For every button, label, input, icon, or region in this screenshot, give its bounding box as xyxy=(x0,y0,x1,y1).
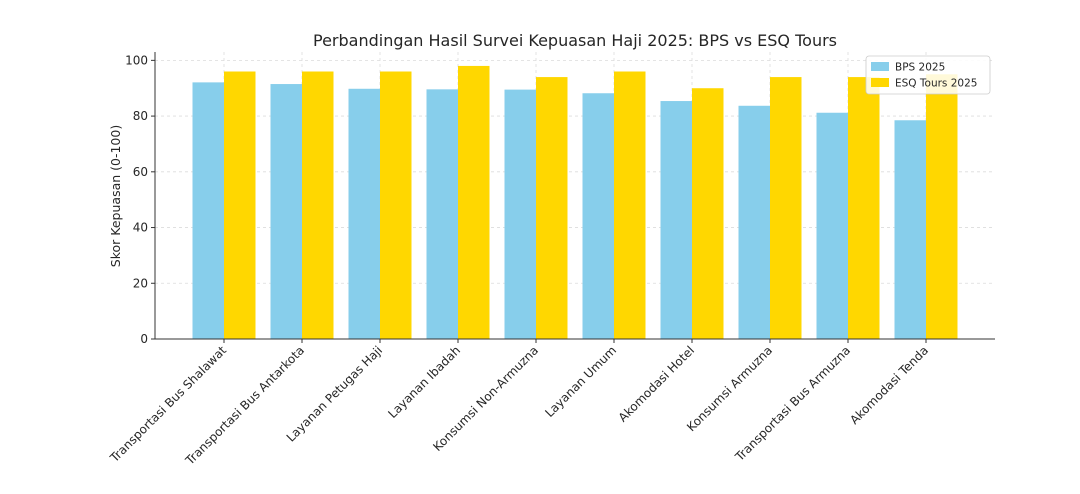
bar-bps-8 xyxy=(816,112,848,340)
bar-bps-1 xyxy=(270,84,302,339)
axes xyxy=(154,52,995,340)
x-tick-label: Akomodasi Hotel xyxy=(616,343,698,425)
bar-esq-7 xyxy=(770,77,802,339)
bar-bps-3 xyxy=(426,89,458,340)
y-tick-label: 20 xyxy=(133,276,148,290)
y-tick-label: 80 xyxy=(133,109,148,123)
bar-esq-5 xyxy=(614,71,646,339)
legend-box xyxy=(865,55,991,95)
bar-esq-9 xyxy=(926,74,958,339)
bar-bps-7 xyxy=(738,105,770,339)
bar-bps-2 xyxy=(348,88,380,340)
bar-esq-2 xyxy=(380,71,412,339)
bar-bps-5 xyxy=(582,93,614,340)
bar-bps-0 xyxy=(192,82,224,340)
x-tick-label: Layanan Umum xyxy=(542,343,619,420)
y-tick-label: 0 xyxy=(140,332,148,346)
y-axis-ticks: 0 20 40 60 80 100 xyxy=(125,53,155,346)
y-tick-label: 60 xyxy=(133,165,148,179)
x-tick-label: Akomodasi Tenda xyxy=(847,343,931,427)
bars xyxy=(192,65,958,340)
bar-esq-4 xyxy=(536,77,568,339)
legend-swatch xyxy=(871,78,889,87)
y-tick-label: 40 xyxy=(133,221,148,235)
bar-esq-3 xyxy=(458,65,490,339)
bar-esq-1 xyxy=(302,71,334,339)
chart-title: Perbandingan Hasil Survei Kepuasan Haji … xyxy=(313,31,837,50)
y-tick-label: 100 xyxy=(125,53,148,67)
x-tick-label: Konsumsi Armuzna xyxy=(684,343,775,434)
legend-swatch xyxy=(871,62,889,71)
legend-label: ESQ Tours 2025 xyxy=(895,78,977,90)
x-tick-label: Layanan Ibadah xyxy=(385,343,463,421)
bar-bps-6 xyxy=(660,101,692,340)
bar-esq-8 xyxy=(848,77,880,339)
bar-esq-6 xyxy=(692,88,724,339)
bar-bps-4 xyxy=(504,89,536,339)
bar-esq-0 xyxy=(224,71,256,339)
y-axis-label: Skor Kepuasan (0-100) xyxy=(108,125,123,267)
legend-label: BPS 2025 xyxy=(895,62,945,74)
legend: BPS 2025 ESQ Tours 2025 xyxy=(865,55,991,95)
bar-bps-9 xyxy=(894,120,926,339)
